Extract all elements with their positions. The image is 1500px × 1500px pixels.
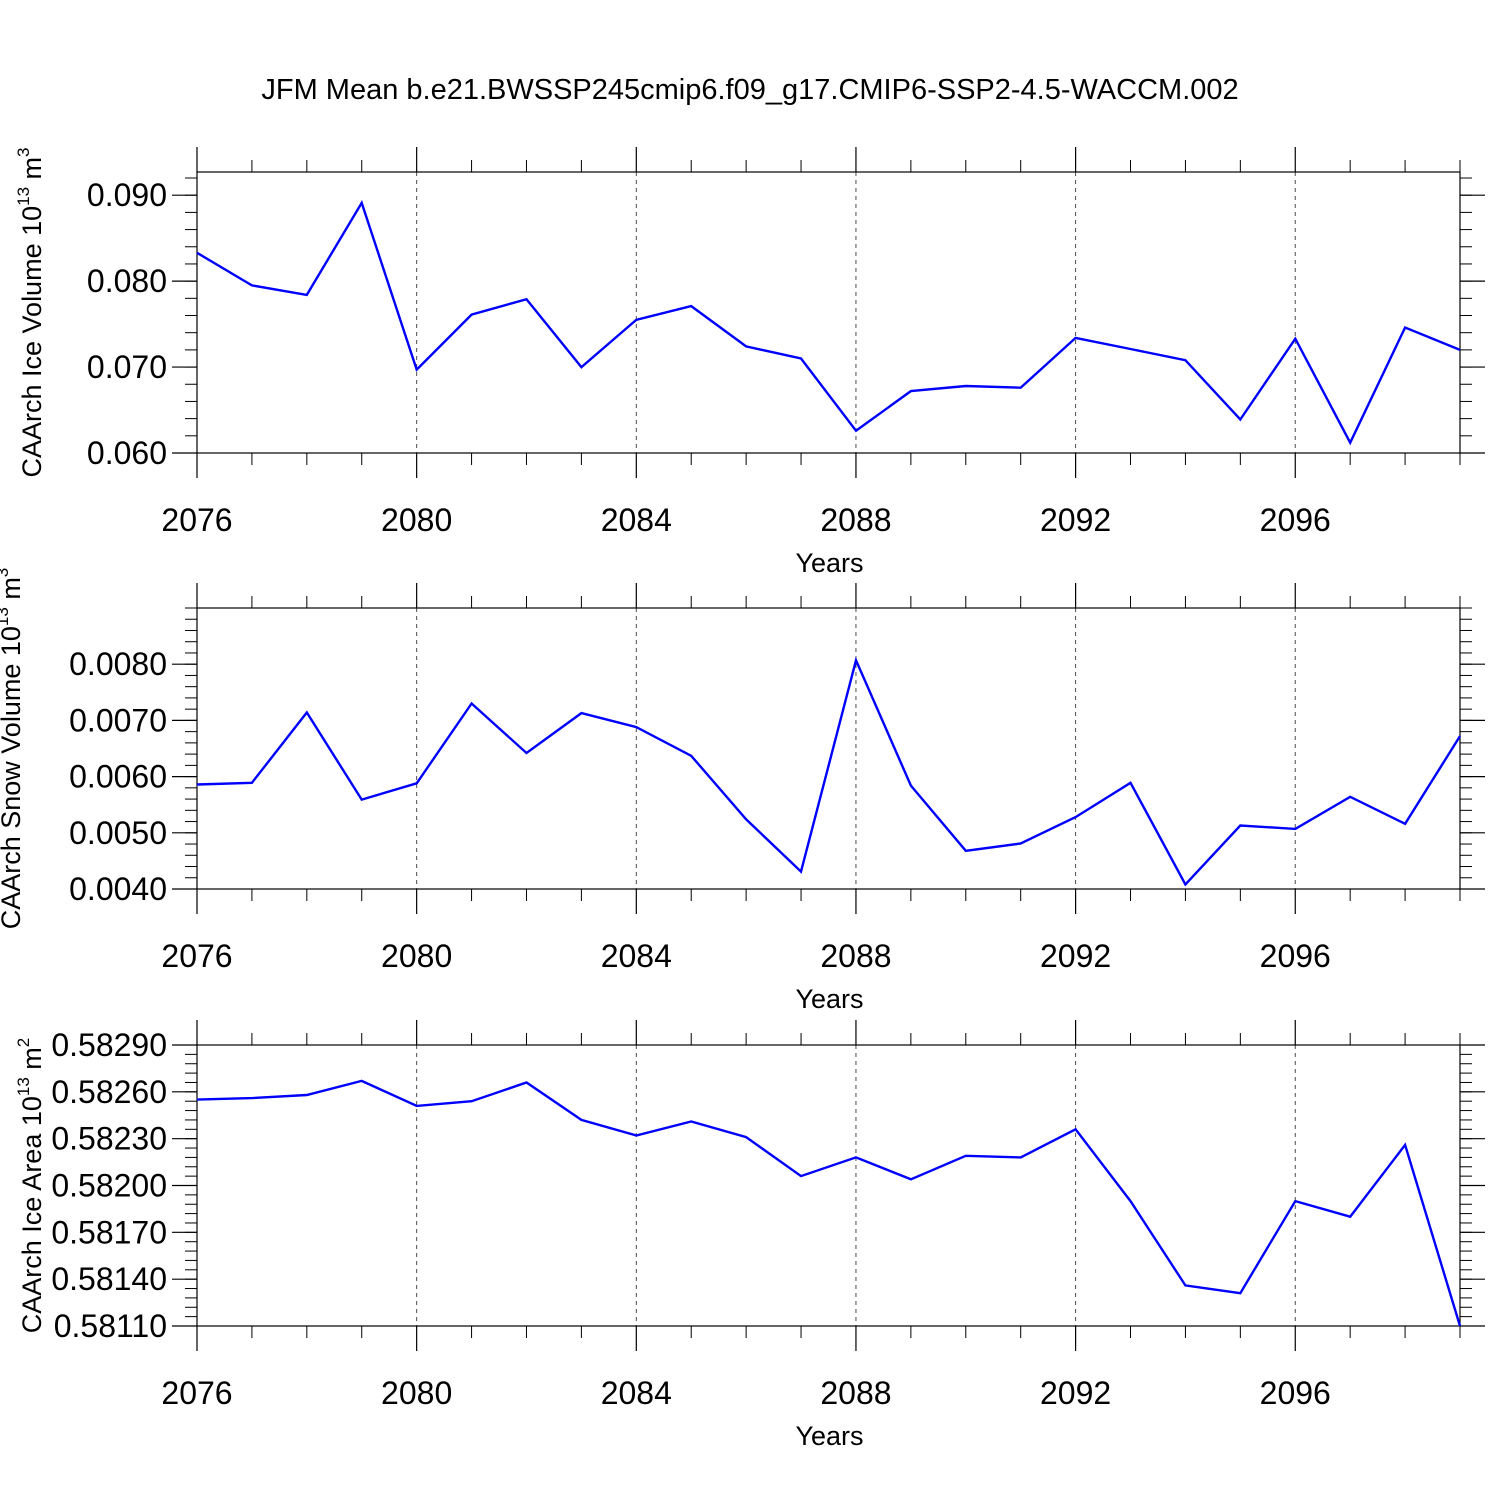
x-tick-label: 2092 — [1040, 502, 1111, 538]
plot-frame — [196, 607, 1461, 890]
y-tick-label: 0.58260 — [51, 1074, 167, 1110]
panel-1: 0.060 0.070 0.080 0.090 2076 2080 2084 2088 2092… — [14, 147, 1485, 578]
y-tick-label: 0.090 — [87, 177, 167, 213]
x-tick-label: 2092 — [1040, 1375, 1111, 1411]
x-axis-label: Years — [795, 984, 863, 1014]
x-tick-label: 2092 — [1040, 938, 1111, 974]
plot-frame — [196, 171, 1461, 454]
y-tick-label: 0.58170 — [51, 1214, 167, 1250]
x-tick-label: 2080 — [381, 938, 452, 974]
y-tick-label: 0.080 — [87, 263, 167, 299]
y-tick-label: 0.0080 — [69, 646, 167, 682]
x-axis-label: Years — [795, 548, 863, 578]
y-tick-label: 0.060 — [87, 435, 167, 471]
y-tick-label: 0.0070 — [69, 702, 167, 738]
x-tick-label: 2076 — [161, 1375, 232, 1411]
x-tick-label: 2084 — [601, 502, 672, 538]
y-tick-label: 0.58110 — [54, 1308, 167, 1344]
y-tick-label: 0.0060 — [69, 759, 167, 795]
x-tick-label: 2084 — [601, 1375, 672, 1411]
y-tick-label: 0.070 — [87, 349, 167, 385]
chart-title: JFM Mean b.e21.BWSSP245cmip6.f09_g17.CMI… — [261, 74, 1238, 106]
x-tick-label: 2088 — [820, 1375, 891, 1411]
series-line-3 — [196, 1079, 1462, 1327]
x-tick-label: 2096 — [1260, 502, 1331, 538]
y-axis-label: CAArch Snow Volume 1013 m3 — [0, 568, 26, 930]
series-line-1 — [196, 200, 1461, 446]
y-axis-label: CAArch Ice Area 1013 m2 — [14, 1038, 47, 1334]
y-axis-label: CAArch Ice Volume 1013 m3 — [14, 147, 47, 477]
x-tick-label: 2088 — [820, 502, 891, 538]
x-tick-label: 2088 — [820, 938, 891, 974]
y-tick-label: 0.58290 — [51, 1027, 167, 1063]
y-tick-label: 0.0040 — [69, 871, 167, 907]
panel-2: 0.0040 0.0050 0.0060 0.0070 0.0080 2076 2080 20… — [0, 568, 1485, 1014]
y-tick-label: 0.58140 — [51, 1261, 167, 1297]
y-tick-label: 0.58230 — [51, 1121, 167, 1157]
x-axis-label: Years — [795, 1421, 863, 1451]
x-tick-label: 2080 — [381, 502, 452, 538]
y-tick-label: 0.0050 — [69, 815, 167, 851]
x-tick-label: 2076 — [161, 938, 232, 974]
x-tick-label: 2084 — [601, 938, 672, 974]
series-line-2 — [196, 656, 1462, 887]
panel-3: 0.58110 0.58140 0.58170 0.58200 0.58230 0.582… — [14, 1020, 1485, 1451]
x-tick-label: 2096 — [1260, 938, 1331, 974]
y-tick-label: 0.58200 — [51, 1168, 167, 1204]
x-tick-label: 2080 — [381, 1375, 452, 1411]
x-tick-label: 2096 — [1260, 1375, 1331, 1411]
x-tick-label: 2076 — [161, 502, 232, 538]
plot-frame — [196, 1044, 1461, 1327]
